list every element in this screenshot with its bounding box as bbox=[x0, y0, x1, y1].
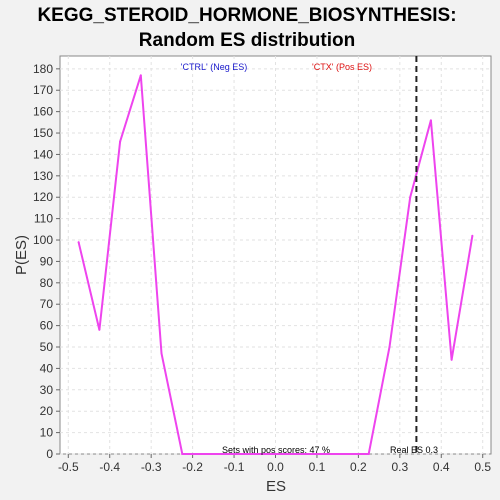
x-tick-label: -0.2 bbox=[182, 460, 203, 474]
x-tick-label: 0.0 bbox=[267, 460, 284, 474]
data-point bbox=[409, 196, 412, 199]
y-tick-label: 60 bbox=[40, 319, 54, 333]
y-axis-label: P(ES) bbox=[13, 235, 30, 275]
y-tick-label: 90 bbox=[40, 254, 54, 268]
y-tick-label: 150 bbox=[33, 126, 53, 140]
pos-es-label: 'CTX' (Pos ES) bbox=[312, 62, 372, 72]
y-tick-label: 180 bbox=[33, 62, 53, 76]
y-tick-label: 50 bbox=[40, 340, 54, 354]
y-tick-label: 130 bbox=[33, 169, 53, 183]
y-tick-label: 110 bbox=[34, 212, 53, 226]
data-point bbox=[181, 453, 184, 455]
pos-scores-label: Sets with pos scores: 47 % bbox=[222, 445, 330, 455]
data-point bbox=[77, 241, 80, 244]
data-point bbox=[367, 453, 370, 455]
y-tick-label: 100 bbox=[33, 233, 53, 247]
real-es-label: Real ES 0.3 bbox=[390, 445, 438, 455]
x-axis-label: ES bbox=[266, 478, 286, 495]
x-tick-label: 0.5 bbox=[474, 460, 491, 474]
x-tick-label: 0.1 bbox=[309, 460, 326, 474]
y-tick-label: 40 bbox=[40, 361, 54, 375]
data-point bbox=[139, 74, 142, 77]
series-layer bbox=[77, 74, 474, 455]
x-tick-label: 0.3 bbox=[391, 460, 408, 474]
x-tick-label: 0.4 bbox=[433, 460, 450, 474]
chart-title-line2: Random ES distribution bbox=[139, 30, 355, 51]
x-tick-label: -0.1 bbox=[224, 460, 245, 474]
data-point bbox=[160, 352, 163, 355]
y-tick-label: 20 bbox=[40, 404, 54, 418]
y-tick-label: 10 bbox=[40, 426, 54, 440]
x-tick-label: -0.4 bbox=[99, 460, 120, 474]
y-tick-label: 80 bbox=[40, 276, 54, 290]
x-tick-label: 0.2 bbox=[350, 460, 367, 474]
y-tick-label: 140 bbox=[33, 147, 53, 161]
y-axis: 0 10 20 30 40 50 60 70 80 90 100 110 120 130 140 150 160… bbox=[33, 62, 60, 461]
y-tick-label: 170 bbox=[33, 83, 53, 97]
y-tick-label: 160 bbox=[33, 105, 53, 119]
data-point bbox=[429, 119, 432, 122]
y-tick-label: 120 bbox=[33, 190, 53, 204]
chart-title-line1: KEGG_STEROID_HORMONE_BIOSYNTHESIS: bbox=[37, 5, 456, 26]
data-point bbox=[119, 140, 122, 143]
y-tick-label: 70 bbox=[40, 297, 54, 311]
series-line bbox=[77, 75, 474, 455]
x-axis: -0.5 -0.4 -0.3 -0.2 -0.1 0.0 0.1 0.2 0.3 0.4 0.5 bbox=[58, 454, 491, 474]
data-point bbox=[98, 328, 101, 331]
data-point bbox=[471, 234, 474, 237]
data-point bbox=[388, 346, 391, 349]
x-tick-label: -0.3 bbox=[141, 460, 162, 474]
y-tick-label: 30 bbox=[40, 383, 54, 397]
x-tick-label: -0.5 bbox=[58, 460, 79, 474]
grid bbox=[60, 56, 491, 455]
y-tick-label: 0 bbox=[46, 447, 53, 461]
data-point bbox=[450, 358, 453, 361]
neg-es-label: 'CTRL' (Neg ES) bbox=[181, 62, 247, 72]
